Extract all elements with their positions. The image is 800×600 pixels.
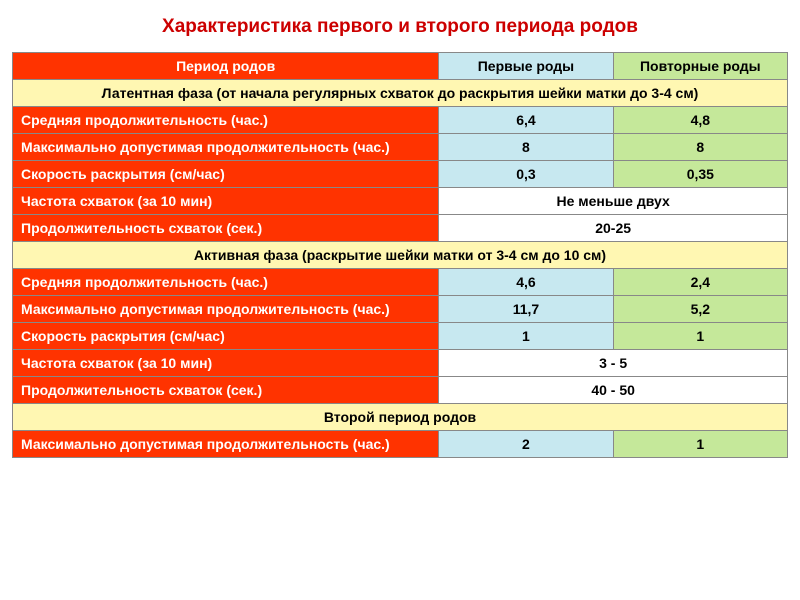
cell-value-span: 3 - 5: [439, 350, 788, 377]
row-label-contraction-dur: Продолжительность схваток (сек.): [13, 377, 439, 404]
table-row: Частота схваток (за 10 мин) 3 - 5: [13, 350, 788, 377]
row-label-max-duration: Максимально допустимая продолжительность…: [13, 134, 439, 161]
section-latent-label: Латентная фаза (от начала регулярных схв…: [13, 80, 788, 107]
cell-value-span: 20-25: [439, 215, 788, 242]
cell-value: 1: [439, 323, 613, 350]
row-label-avg-duration: Средняя продолжительность (час.): [13, 269, 439, 296]
cell-value: 5,2: [613, 296, 787, 323]
section-second-period-label: Второй период родов: [13, 404, 788, 431]
cell-value: 1: [613, 431, 787, 458]
table-row: Продолжительность схваток (сек.) 40 - 50: [13, 377, 788, 404]
row-label-dilation-speed: Скорость раскрытия (см/час): [13, 161, 439, 188]
table-row: Продолжительность схваток (сек.) 20-25: [13, 215, 788, 242]
cell-value: 2: [439, 431, 613, 458]
row-label-avg-duration: Средняя продолжительность (час.): [13, 107, 439, 134]
cell-value: 8: [613, 134, 787, 161]
cell-value: 2,4: [613, 269, 787, 296]
labor-characteristics-table: Период родов Первые роды Повторные роды …: [12, 52, 788, 458]
section-second-period: Второй период родов: [13, 404, 788, 431]
cell-value: 4,6: [439, 269, 613, 296]
section-latent: Латентная фаза (от начала регулярных схв…: [13, 80, 788, 107]
section-active: Активная фаза (раскрытие шейки матки от …: [13, 242, 788, 269]
table-row: Средняя продолжительность (час.) 4,6 2,4: [13, 269, 788, 296]
table-row: Максимально допустимая продолжительность…: [13, 296, 788, 323]
cell-value: 1: [613, 323, 787, 350]
row-label-contraction-dur: Продолжительность схваток (сек.): [13, 215, 439, 242]
page-title: Характеристика первого и второго периода…: [12, 8, 788, 52]
cell-value: 0,35: [613, 161, 787, 188]
header-repeat-birth: Повторные роды: [613, 53, 787, 80]
cell-value-span: Не меньше двух: [439, 188, 788, 215]
table-row: Скорость раскрытия (см/час) 0,3 0,35: [13, 161, 788, 188]
table-row: Максимально допустимая продолжительность…: [13, 431, 788, 458]
row-label-dilation-speed: Скорость раскрытия (см/час): [13, 323, 439, 350]
cell-value: 4,8: [613, 107, 787, 134]
cell-value: 6,4: [439, 107, 613, 134]
cell-value: 0,3: [439, 161, 613, 188]
cell-value: 8: [439, 134, 613, 161]
header-first-birth: Первые роды: [439, 53, 613, 80]
row-label-contraction-freq: Частота схваток (за 10 мин): [13, 188, 439, 215]
table-row: Максимально допустимая продолжительность…: [13, 134, 788, 161]
cell-value: 11,7: [439, 296, 613, 323]
table-header-row: Период родов Первые роды Повторные роды: [13, 53, 788, 80]
header-period: Период родов: [13, 53, 439, 80]
row-label-contraction-freq: Частота схваток (за 10 мин): [13, 350, 439, 377]
row-label-max-duration: Максимально допустимая продолжительность…: [13, 296, 439, 323]
row-label-max-duration: Максимально допустимая продолжительность…: [13, 431, 439, 458]
cell-value-span: 40 - 50: [439, 377, 788, 404]
table-row: Частота схваток (за 10 мин) Не меньше дв…: [13, 188, 788, 215]
section-active-label: Активная фаза (раскрытие шейки матки от …: [13, 242, 788, 269]
table-row: Скорость раскрытия (см/час) 1 1: [13, 323, 788, 350]
table-row: Средняя продолжительность (час.) 6,4 4,8: [13, 107, 788, 134]
